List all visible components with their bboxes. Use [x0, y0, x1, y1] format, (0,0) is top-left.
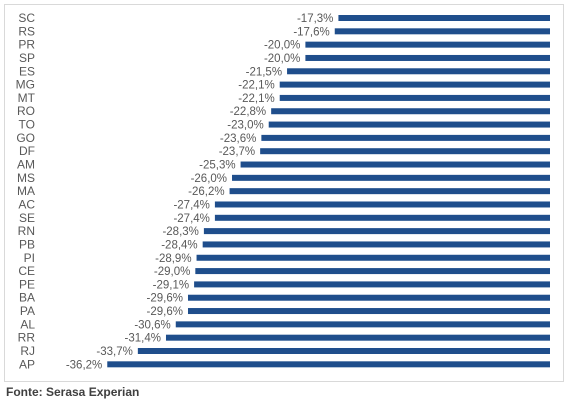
category-label-al: AL — [20, 317, 35, 331]
category-label-mt: MT — [18, 91, 36, 105]
category-label-rr: RR — [18, 331, 36, 345]
category-label-pr: PR — [18, 38, 35, 52]
bar-to — [268, 121, 550, 128]
value-label-pa: -29,6% — [147, 306, 183, 318]
bar-pb — [202, 241, 550, 248]
value-label-ro: -22,8% — [230, 106, 266, 118]
value-label-rn: -28,3% — [162, 226, 198, 238]
category-label-mg: MG — [16, 78, 35, 92]
category-label-df: DF — [19, 144, 35, 158]
value-label-sc: -17,3% — [297, 13, 333, 25]
bar-pa — [187, 308, 550, 315]
category-label-pa: PA — [20, 304, 35, 318]
bar-pi — [196, 254, 551, 261]
value-label-ce: -29,0% — [154, 266, 190, 278]
category-label-am: AM — [17, 158, 35, 172]
category-label-sp: SP — [19, 51, 35, 65]
value-label-se: -27,4% — [173, 213, 209, 225]
value-label-al: -30,6% — [134, 319, 170, 331]
bar-rr — [165, 334, 550, 341]
value-label-rr: -31,4% — [125, 333, 161, 345]
value-label-mg: -22,1% — [238, 80, 274, 92]
value-label-df: -23,7% — [219, 146, 255, 158]
bar-ap — [107, 361, 551, 368]
bar-ac — [214, 201, 550, 208]
bar-al — [175, 321, 550, 328]
value-label-ma: -26,2% — [188, 186, 224, 198]
bar-ce — [195, 268, 550, 275]
category-label-ap: AP — [19, 357, 35, 371]
category-label-sc: SC — [18, 11, 35, 25]
category-label-rn: RN — [18, 224, 35, 238]
bar-go — [261, 134, 550, 141]
value-label-go: -23,6% — [220, 133, 256, 145]
value-label-to: -23,0% — [227, 120, 263, 132]
bar-sp — [305, 54, 550, 61]
value-label-rj: -33,7% — [96, 346, 132, 358]
value-label-pe: -29,1% — [153, 279, 189, 291]
bar-ba — [187, 294, 550, 301]
bar-sc — [338, 15, 550, 21]
category-label-es: ES — [19, 64, 35, 78]
category-label-rj: RJ — [20, 344, 35, 358]
bar-ro — [271, 108, 550, 115]
value-label-ba: -29,6% — [147, 293, 183, 305]
bar-am — [240, 161, 550, 168]
bar-pe — [194, 281, 550, 288]
bar-rs — [334, 28, 550, 35]
category-label-ce: CE — [18, 264, 35, 278]
bar-mt — [279, 94, 550, 101]
value-label-am: -25,3% — [199, 160, 235, 172]
value-label-pr: -20,0% — [264, 40, 300, 52]
bar-chart: SC -17,3% RS -17,6% PR -20,0% SP -20,0% ES -21,5%… — [16, 11, 551, 371]
bar-pr — [305, 41, 550, 48]
value-label-ap: -36,2% — [66, 359, 102, 371]
category-label-pi: PI — [24, 251, 35, 265]
bar-mg — [279, 81, 550, 88]
category-label-ac: AC — [18, 197, 35, 211]
bar-df — [260, 148, 550, 155]
category-label-go: GO — [16, 131, 35, 145]
category-label-rs: RS — [18, 24, 35, 38]
value-label-rs: -17,6% — [293, 26, 329, 38]
category-label-ms: MS — [17, 171, 35, 185]
bar-ms — [232, 174, 550, 181]
value-label-pb: -28,4% — [161, 239, 197, 251]
value-label-ms: -26,0% — [191, 173, 227, 185]
value-label-sp: -20,0% — [264, 53, 300, 65]
category-label-ro: RO — [17, 104, 35, 118]
value-label-es: -21,5% — [246, 66, 282, 78]
value-label-mt: -22,1% — [238, 93, 274, 105]
category-label-pb: PB — [19, 237, 35, 251]
bar-se — [214, 214, 550, 221]
bar-rn — [203, 228, 551, 235]
bar-rj — [137, 348, 550, 354]
category-label-to: TO — [19, 118, 35, 132]
chart-frame: SC -17,3% RS -17,6% PR -20,0% SP -20,0% ES -21,5%… — [4, 4, 564, 382]
value-label-pi: -28,9% — [155, 253, 191, 265]
category-label-se: SE — [19, 211, 35, 225]
category-label-pe: PE — [19, 277, 35, 291]
bar-es — [287, 68, 550, 75]
source-note: Fonte: Serasa Experian — [6, 385, 140, 399]
value-label-ac: -27,4% — [173, 199, 209, 211]
category-label-ma: MA — [17, 184, 35, 198]
category-label-ba: BA — [19, 291, 35, 305]
bar-ma — [229, 188, 550, 195]
